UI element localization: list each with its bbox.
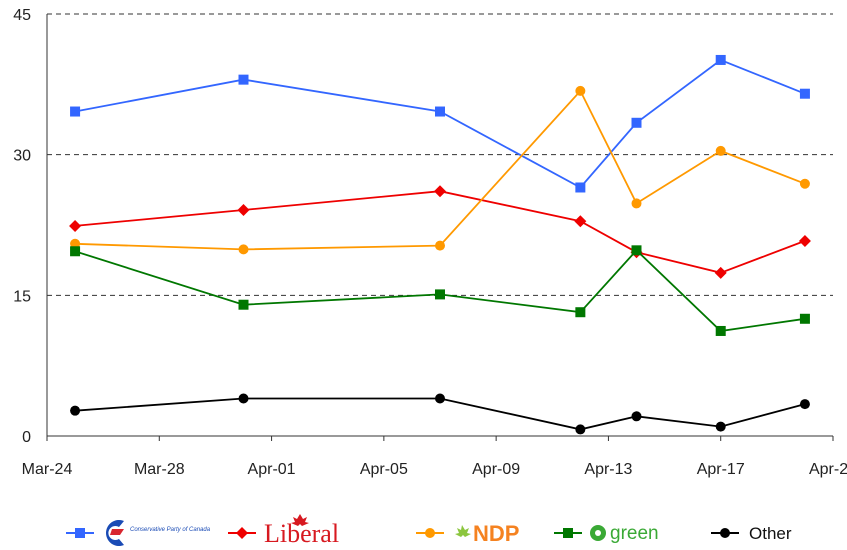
data-point	[237, 203, 250, 216]
legend-item-liberal: Liberal	[228, 514, 339, 548]
data-point	[70, 238, 81, 249]
series-liberal	[69, 185, 811, 279]
legend-label-other: Other	[749, 524, 792, 543]
data-point	[715, 325, 726, 336]
x-tick-label: Apr-01	[248, 461, 296, 478]
y-tick-labels: 0 15 30 45	[13, 7, 31, 446]
data-point	[70, 106, 81, 117]
x-tick-label: Apr-17	[697, 461, 745, 478]
series-ndp	[70, 85, 810, 255]
green-logo-text: green	[610, 523, 659, 544]
x-tick-label: Mar-24	[22, 461, 73, 478]
data-point	[70, 246, 81, 257]
series-group	[69, 54, 811, 435]
data-point	[714, 266, 727, 279]
data-point	[435, 106, 445, 117]
x-tick-label: Apr-09	[472, 461, 520, 478]
y-tick-label: 0	[22, 429, 31, 446]
data-point	[575, 85, 586, 96]
liberal-logo-text: Liberal	[264, 519, 339, 548]
data-point	[799, 313, 810, 324]
legend-square-marker	[563, 528, 573, 538]
data-point	[715, 421, 726, 432]
data-point	[435, 240, 445, 251]
conservative-logo-text: Conservative Party of Canada	[130, 527, 211, 533]
data-point	[435, 393, 445, 404]
legend-circle-marker	[720, 528, 730, 538]
y-tick-label: 45	[13, 7, 31, 24]
y-tick-label: 15	[13, 288, 31, 305]
ndp-logo-text: NDP	[473, 521, 519, 546]
ndp-leaf-icon	[455, 525, 471, 537]
gridlines	[47, 13, 833, 296]
x-tick-labels: Mar-24 Mar-28 Apr-01 Apr-05 Apr-09 Apr-13 Apr-…	[22, 461, 847, 478]
green-flower-center	[595, 530, 601, 536]
data-point	[798, 234, 811, 247]
data-point	[799, 88, 810, 99]
data-point	[238, 244, 249, 255]
axes	[46, 14, 834, 441]
legend-diamond-marker	[236, 527, 248, 539]
x-tick-label: Apr-21	[809, 461, 847, 478]
data-point	[631, 198, 642, 209]
x-tick-label: Mar-28	[134, 461, 185, 478]
x-tick-label: Apr-13	[584, 461, 632, 478]
series-conservative-party-of-canada	[70, 54, 810, 193]
data-point	[238, 299, 249, 310]
legend-item-conservative: Conservative Party of Canada	[66, 520, 211, 546]
data-point	[434, 185, 446, 198]
legend-square-marker	[75, 528, 85, 538]
legend-item-green: green	[554, 523, 659, 544]
y-tick-label: 30	[13, 148, 31, 165]
data-point	[631, 411, 642, 422]
maple-leaf-icon	[291, 514, 309, 526]
data-point	[575, 182, 586, 193]
legend-item-other: Other	[711, 524, 792, 543]
series-line	[74, 58, 806, 189]
data-point	[69, 219, 82, 232]
data-point	[799, 399, 810, 410]
data-point	[574, 215, 587, 228]
data-point	[575, 424, 586, 435]
series-other	[70, 393, 810, 435]
series-line	[75, 190, 806, 274]
x-tick-label: Apr-05	[360, 461, 408, 478]
data-point	[435, 289, 445, 300]
data-point	[238, 393, 249, 404]
legend-item-ndp: NDP	[416, 521, 519, 546]
data-point	[799, 178, 810, 189]
data-point	[70, 405, 81, 416]
data-point	[715, 54, 726, 65]
legend: Conservative Party of Canada Liberal NDP…	[66, 514, 792, 548]
conservative-c-icon	[106, 520, 124, 546]
data-point	[715, 145, 726, 156]
data-point	[238, 74, 249, 85]
conservative-leaf-accent	[110, 529, 124, 535]
series-green	[70, 245, 810, 336]
data-point	[631, 245, 642, 256]
conservative-party-logo: Conservative Party of Canada	[106, 520, 211, 546]
data-point	[631, 117, 642, 128]
data-point	[575, 307, 586, 318]
legend-circle-marker	[425, 528, 435, 538]
